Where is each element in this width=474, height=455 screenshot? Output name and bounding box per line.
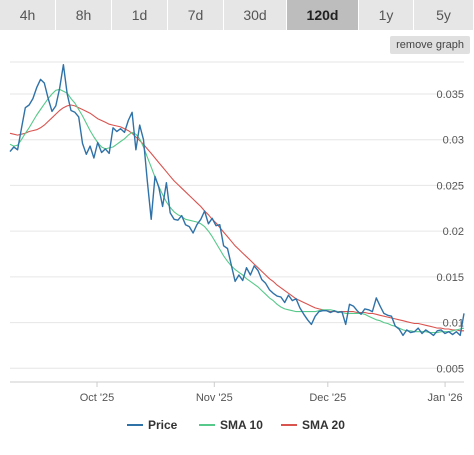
timeframe-tabs: 4h 8h 1d 7d 30d 120d 1y 5y [0, 0, 474, 30]
y-tick-label: 0.03 [443, 135, 464, 147]
tab-5y[interactable]: 5y [414, 0, 474, 30]
y-tick-label: 0.01 [443, 318, 464, 330]
tab-30d[interactable]: 30d [224, 0, 287, 30]
tab-4h[interactable]: 4h [0, 0, 56, 30]
y-tick-label: 0.025 [436, 180, 464, 192]
y-tick-label: 0.015 [436, 272, 464, 284]
y-tick-label: 0.005 [436, 363, 464, 375]
series-line-sma-20 [9, 104, 464, 332]
x-tick-label: Oct '25 [80, 392, 115, 404]
tab-1y[interactable]: 1y [359, 0, 414, 30]
x-tick-label: Jan '26 [428, 392, 463, 404]
remove-graph-button[interactable]: remove graph [390, 36, 470, 54]
y-tick-label: 0.035 [436, 89, 464, 101]
series-line-price [9, 63, 465, 337]
legend-label: Price [148, 418, 178, 432]
legend-label: SMA 20 [302, 418, 345, 432]
tab-8h[interactable]: 8h [56, 0, 112, 30]
x-tick-label: Dec '25 [309, 392, 346, 404]
series-line-sma-10 [9, 88, 465, 334]
x-tick-label: Nov '25 [196, 392, 233, 404]
tab-1d[interactable]: 1d [112, 0, 168, 30]
tab-7d[interactable]: 7d [168, 0, 224, 30]
legend-label: SMA 10 [220, 418, 263, 432]
y-tick-label: 0.02 [443, 226, 464, 238]
tab-120d[interactable]: 120d [287, 0, 359, 30]
